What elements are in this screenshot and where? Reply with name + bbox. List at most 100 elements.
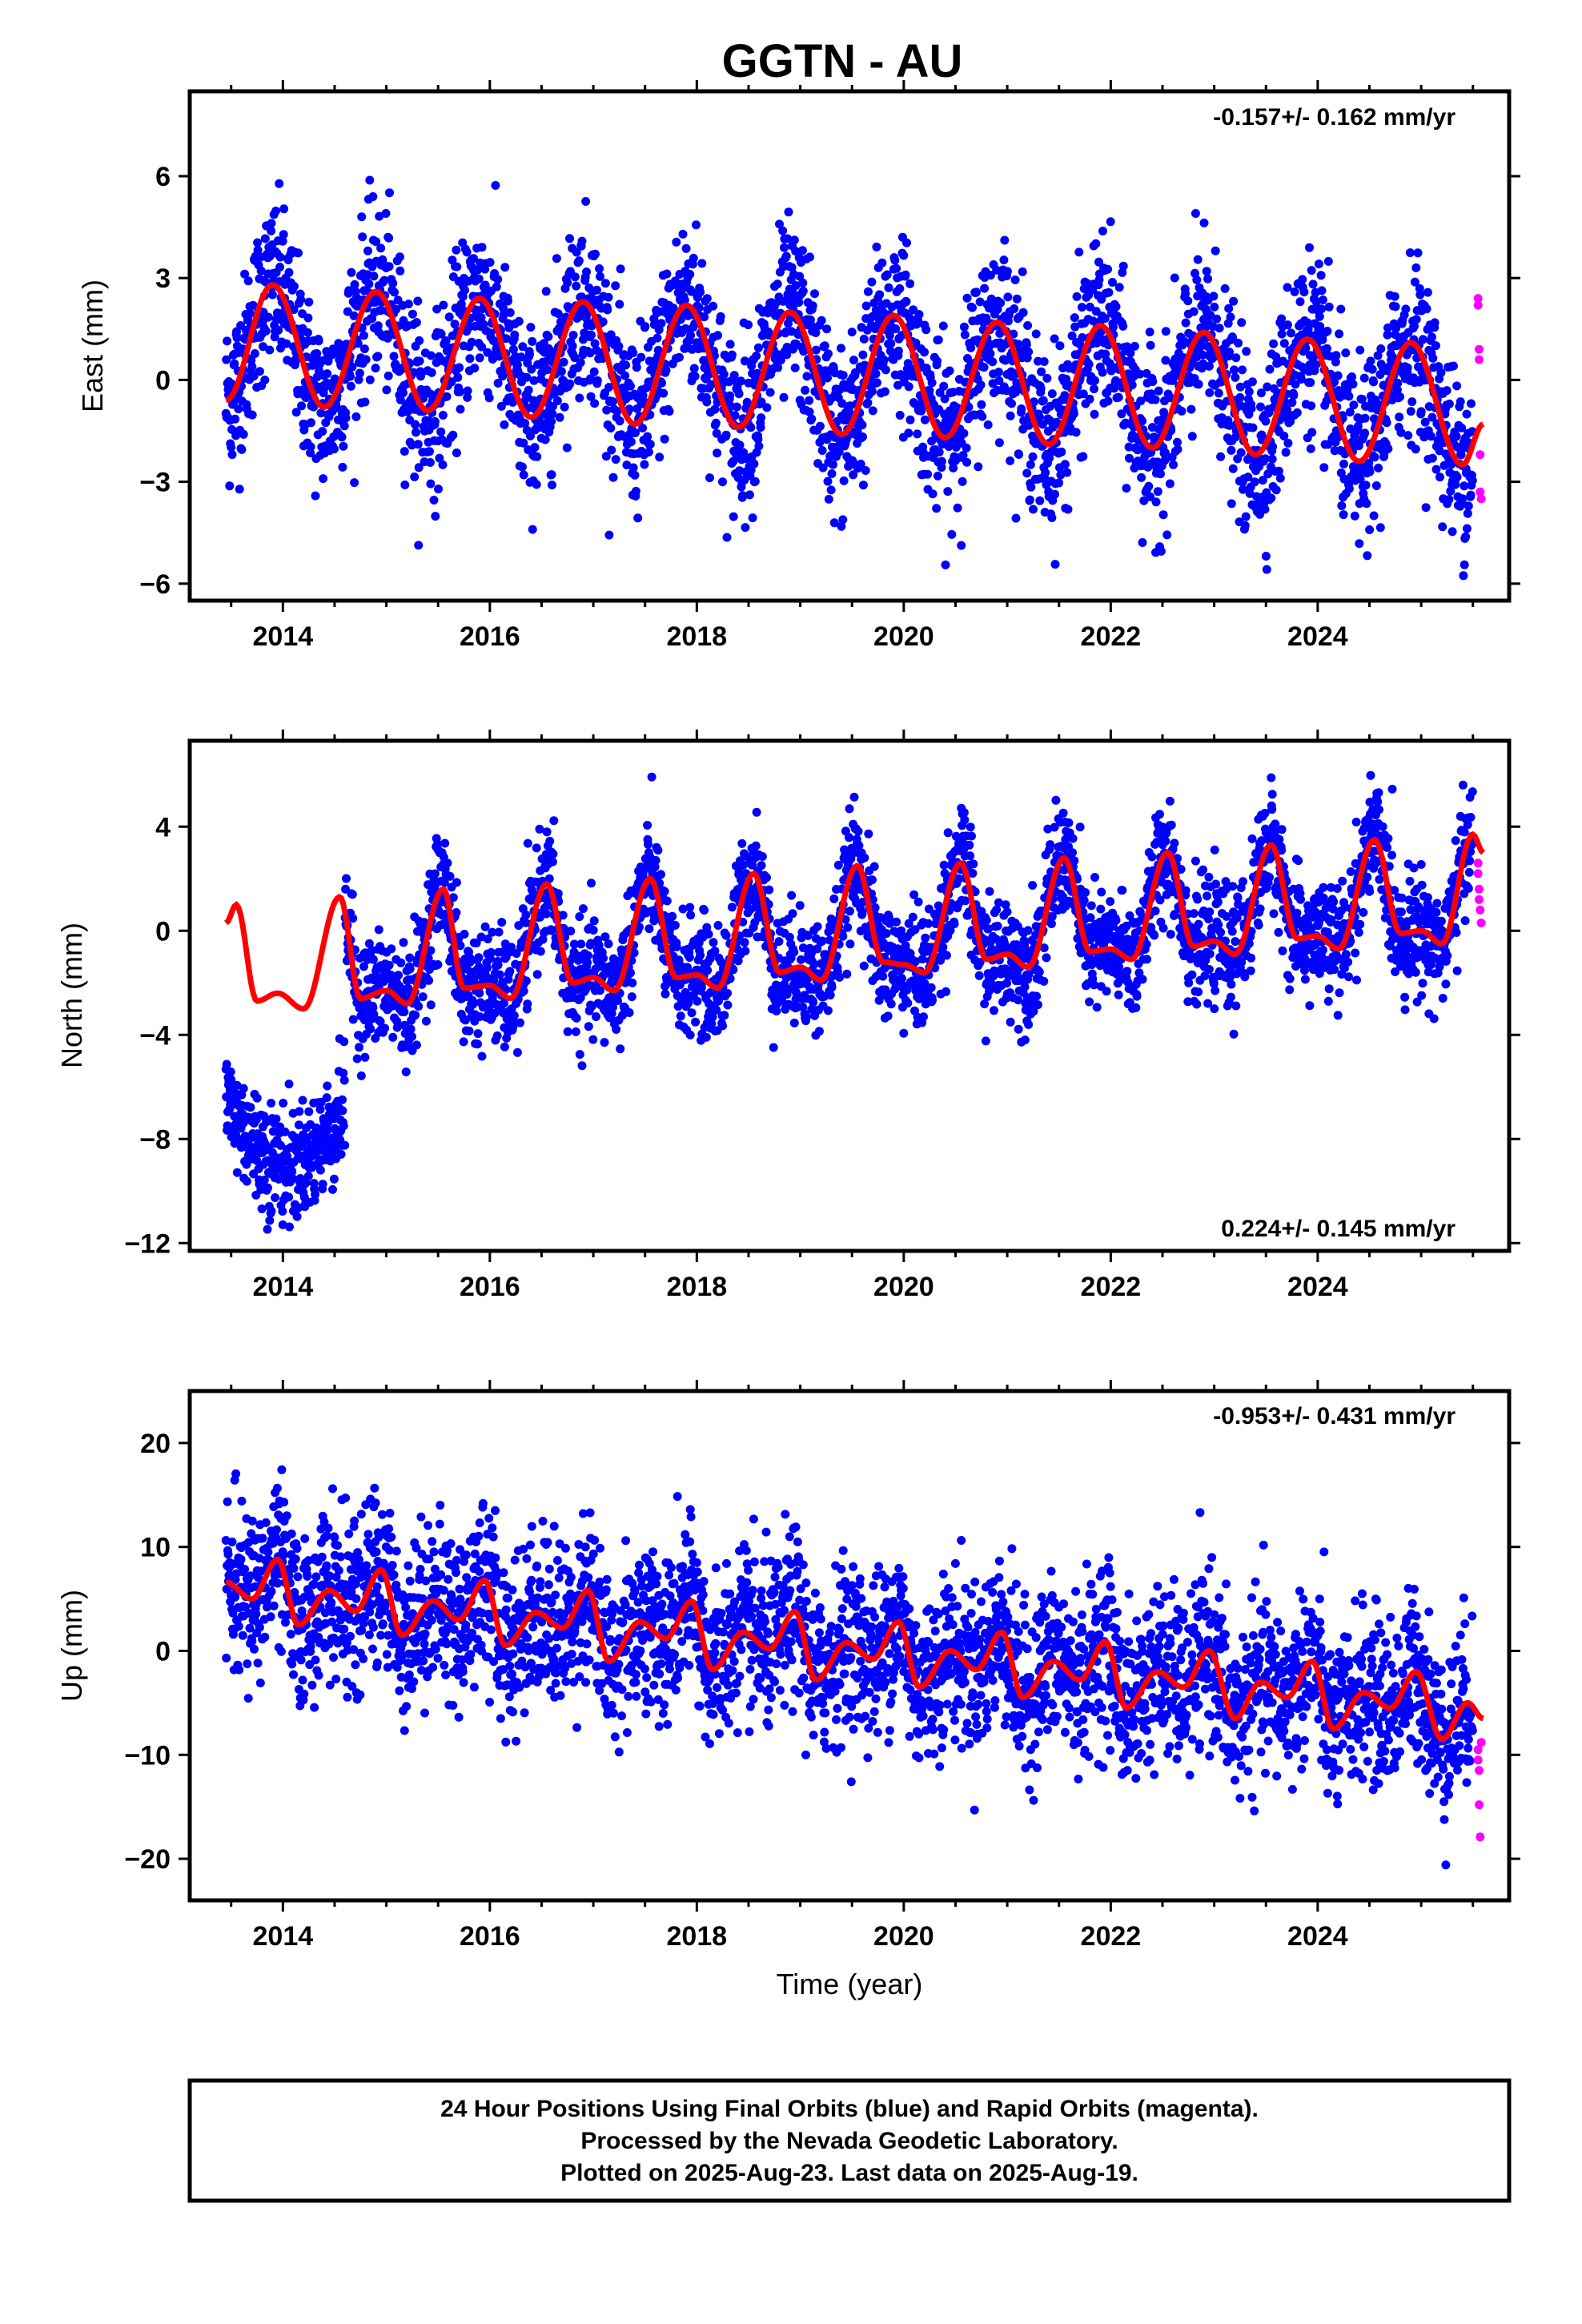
final-orbit-point <box>616 1044 625 1054</box>
final-orbit-point <box>1462 409 1472 419</box>
final-orbit-point <box>323 1081 332 1091</box>
final-orbit-point <box>289 305 299 315</box>
final-orbit-point <box>1365 467 1375 476</box>
final-orbit-point <box>1156 546 1166 556</box>
final-orbit-point <box>565 234 574 243</box>
final-orbit-point <box>406 1024 416 1034</box>
final-orbit-point <box>373 352 383 361</box>
final-orbit-point <box>838 371 848 380</box>
final-orbit-point <box>693 996 702 1006</box>
final-orbit-point <box>752 352 761 360</box>
final-orbit-point <box>861 301 871 311</box>
final-orbit-point <box>643 432 652 441</box>
final-orbit-point <box>784 207 793 217</box>
x-tick-label: 2024 <box>1287 621 1348 652</box>
final-orbit-point <box>823 373 832 383</box>
final-orbit-point <box>1367 364 1377 374</box>
final-orbit-point <box>559 357 568 367</box>
final-orbit-point <box>589 916 599 926</box>
final-orbit-point <box>1026 482 1036 492</box>
final-orbit-point <box>685 270 695 279</box>
final-orbit-point <box>475 988 484 998</box>
final-orbit-point <box>347 890 357 899</box>
final-orbit-point <box>1359 373 1369 383</box>
final-orbit-point <box>801 385 810 395</box>
final-orbit-point <box>914 310 924 320</box>
final-orbit-point <box>1376 344 1386 353</box>
final-orbit-point <box>347 362 357 372</box>
final-orbit-point <box>459 1037 468 1047</box>
east-rate-label: -0.157+/- 0.162 mm/yr <box>1213 104 1456 131</box>
final-orbit-point <box>700 906 709 915</box>
final-orbit-point <box>415 336 424 345</box>
final-orbit-point <box>934 448 944 457</box>
final-orbit-point <box>240 269 250 279</box>
final-orbit-point <box>1290 287 1299 296</box>
final-orbit-point <box>1374 463 1383 472</box>
final-orbit-point <box>1456 397 1465 407</box>
final-orbit-point <box>632 363 641 372</box>
final-orbit-point <box>294 248 303 258</box>
final-orbit-point <box>463 392 472 402</box>
final-orbit-point <box>1240 521 1250 530</box>
final-orbit-point <box>1111 302 1121 312</box>
final-orbit-point <box>1283 283 1292 292</box>
final-orbit-point <box>497 918 507 927</box>
final-orbit-point <box>1202 267 1211 276</box>
final-orbit-point <box>1069 409 1078 419</box>
final-orbit-point <box>1411 263 1421 272</box>
final-orbit-point <box>456 404 465 414</box>
final-orbit-point <box>1211 246 1220 255</box>
final-orbit-point <box>901 270 910 279</box>
final-orbit-point <box>482 963 492 973</box>
final-orbit-point <box>740 938 749 947</box>
final-orbit-point <box>432 304 442 314</box>
final-orbit-point <box>583 951 592 960</box>
final-orbit-point <box>1054 478 1064 488</box>
final-orbit-point <box>670 920 680 930</box>
final-orbit-point <box>576 939 586 949</box>
final-orbit-point <box>881 365 890 375</box>
final-orbit-point <box>718 1021 727 1031</box>
final-orbit-point <box>1423 287 1432 297</box>
final-orbit-point <box>837 521 846 531</box>
final-orbit-point <box>577 292 587 302</box>
final-orbit-point <box>1227 445 1236 455</box>
final-orbit-point <box>994 368 1003 377</box>
final-orbit-point <box>452 262 462 271</box>
final-orbit-point <box>1279 339 1289 348</box>
final-orbit-point <box>380 1023 390 1033</box>
final-orbit-point <box>934 335 943 344</box>
final-orbit-point <box>932 504 942 513</box>
final-orbit-point <box>1057 447 1066 456</box>
final-orbit-point <box>1018 267 1027 276</box>
final-orbit-point <box>523 838 532 848</box>
final-orbit-point <box>1306 444 1315 453</box>
final-orbit-point <box>890 255 900 265</box>
final-orbit-point <box>805 252 814 262</box>
final-orbit-point <box>863 287 873 296</box>
final-orbit-point <box>371 237 381 247</box>
final-orbit-point <box>1025 495 1034 505</box>
y-tick-label: −3 <box>139 468 171 498</box>
final-orbit-point <box>732 402 741 412</box>
final-orbit-point <box>827 469 837 478</box>
final-orbit-point <box>727 903 737 912</box>
final-orbit-point <box>640 322 650 332</box>
final-orbit-point <box>223 336 232 346</box>
final-orbit-point <box>484 393 494 403</box>
final-orbit-point <box>1281 448 1291 457</box>
final-orbit-point <box>456 387 464 396</box>
final-orbit-point <box>284 1192 294 1202</box>
final-orbit-point <box>1298 275 1307 284</box>
final-orbit-point <box>1419 335 1427 344</box>
final-orbit-point <box>1427 332 1436 342</box>
final-orbit-point <box>697 259 707 268</box>
final-orbit-point <box>1315 312 1324 321</box>
final-orbit-point <box>773 279 782 289</box>
final-orbit-point <box>1406 407 1415 416</box>
final-orbit-point <box>1170 273 1179 283</box>
final-orbit-point <box>396 266 405 275</box>
final-orbit-point <box>1307 266 1316 275</box>
final-orbit-point <box>401 1068 411 1076</box>
